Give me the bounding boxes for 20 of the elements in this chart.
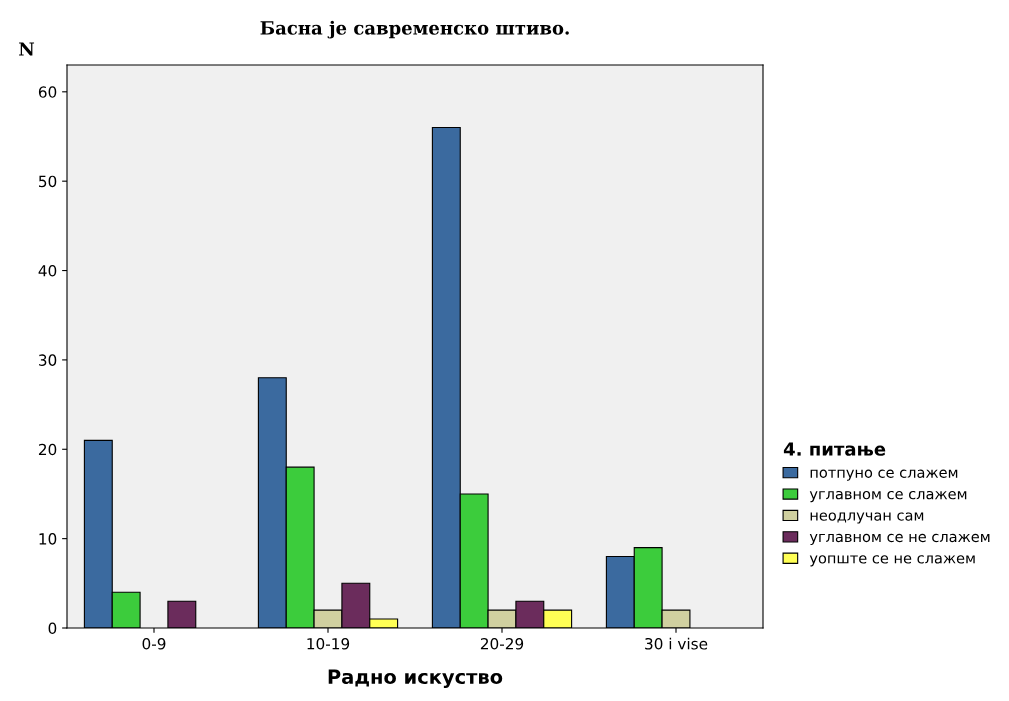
legend-label: уопште се не слажем	[809, 555, 975, 567]
chart-title: Басна је савременско штиво.	[260, 20, 569, 39]
legend-label: потпуно се слажем	[810, 469, 958, 481]
x-axis-title: Радно искуство	[328, 669, 503, 688]
y-tick-label: 30	[39, 354, 57, 366]
y-axis-title: N	[19, 42, 35, 56]
legend-title: 4. питање	[783, 442, 886, 456]
x-tick-label: 10-19	[307, 637, 350, 650]
legend-label: углавном се слажем	[809, 490, 967, 503]
y-tick-label: 0	[48, 622, 57, 635]
y-tick-label: 20	[38, 443, 57, 456]
x-tick-label: 0-9	[142, 637, 166, 650]
x-tick-label: 30 i vise	[645, 637, 708, 650]
legend-label: углавном се не слажем	[809, 533, 990, 545]
x-tick-label: 20-29	[480, 637, 524, 650]
y-tick-label: 60	[38, 86, 57, 98]
y-tick-label: 40	[38, 265, 57, 277]
legend-label: неодлучан сам	[810, 512, 924, 524]
y-tick-label: 50	[39, 175, 57, 188]
y-tick-label: 10	[39, 533, 57, 545]
